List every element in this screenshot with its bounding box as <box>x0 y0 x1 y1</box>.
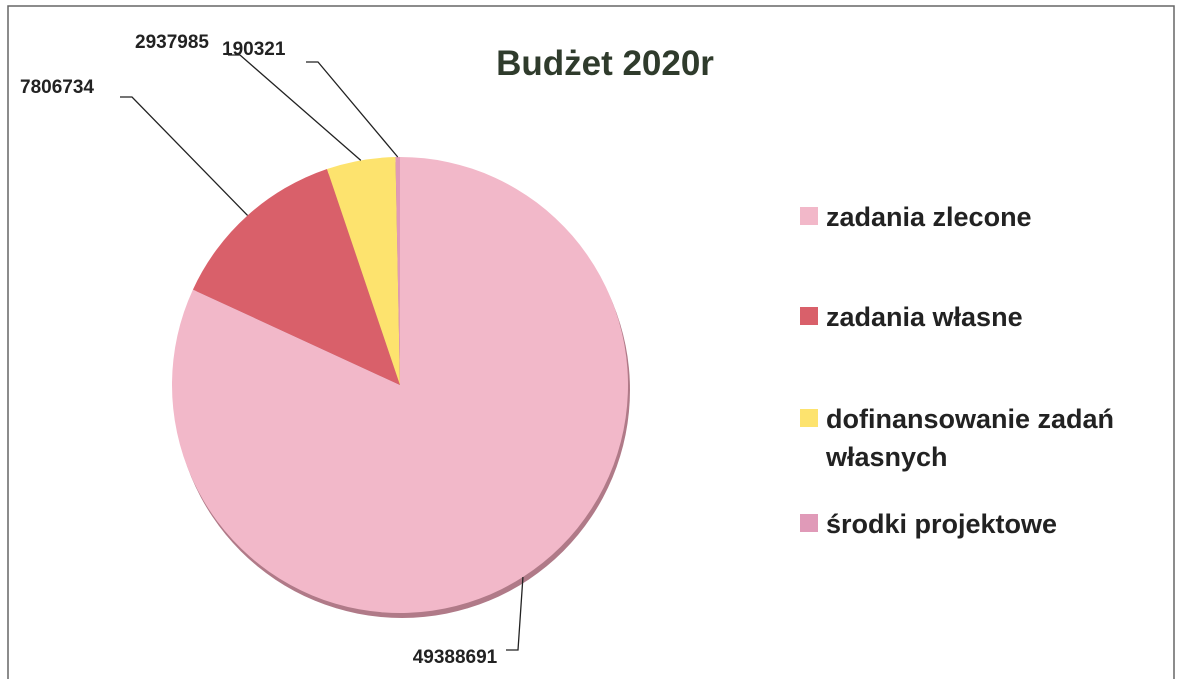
legend-item: zadania własne <box>800 298 1166 336</box>
data-label: 49388691 <box>413 647 498 668</box>
legend-label: dofinansowanie zadań własnych <box>826 404 1115 472</box>
pie-slice <box>327 157 400 385</box>
legend-label: środki projektowe <box>826 509 1058 539</box>
legend-swatch <box>800 207 818 225</box>
leader-line <box>306 61 399 158</box>
data-label: 190321 <box>222 39 286 60</box>
data-label: 7806734 <box>20 77 94 98</box>
legend-item: zadania zlecone <box>800 198 1166 236</box>
chart-title: Budżet 2020r <box>496 44 714 83</box>
legend-swatch <box>800 307 818 325</box>
legend-label: zadania własne <box>826 302 1023 332</box>
legend-swatch <box>800 409 818 427</box>
data-label: 2937985 <box>135 32 209 53</box>
pie-slice <box>395 157 400 385</box>
legend-item: środki projektowe <box>800 505 1166 543</box>
frame <box>7 5 1175 679</box>
leader-line <box>228 54 362 161</box>
legend-swatch <box>800 514 818 532</box>
leader-line <box>506 576 524 651</box>
legend-label: zadania zlecone <box>826 202 1032 232</box>
pie-slice <box>192 168 400 385</box>
leader-line <box>120 96 249 216</box>
legend-item: dofinansowanie zadań własnych <box>800 400 1166 476</box>
